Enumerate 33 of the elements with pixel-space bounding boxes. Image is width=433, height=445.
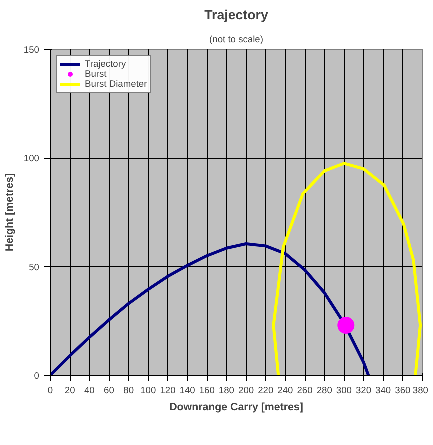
x-tick-label: 280 <box>316 386 332 396</box>
y-tick-label: 100 <box>24 154 40 164</box>
x-tick-label: 320 <box>356 386 372 396</box>
x-tick-label: 340 <box>376 386 392 396</box>
x-tick-label: 300 <box>336 386 352 396</box>
x-tick-label: 20 <box>64 386 76 396</box>
line-series <box>50 242 370 376</box>
x-tick-label: 40 <box>84 386 95 396</box>
x-tick-label: 160 <box>199 386 215 396</box>
legend-label: Burst Diameter <box>85 79 148 89</box>
chart-subtitle: (not to scale) <box>210 34 264 44</box>
legend-label: Trajectory <box>85 59 126 69</box>
y-tick-label: 150 <box>24 45 40 55</box>
x-tick-label: 0 <box>48 386 54 396</box>
y-tick-label: 50 <box>29 262 40 272</box>
line-series <box>272 162 422 376</box>
x-tick-label: 60 <box>104 386 114 396</box>
x-tick-label: 240 <box>278 386 294 396</box>
legend-label: Burst <box>85 69 107 79</box>
x-tick-label: 220 <box>258 386 274 396</box>
x-tick-label: 100 <box>140 386 156 396</box>
x-tick-label: 180 <box>218 386 235 396</box>
x-tick-label: 80 <box>124 386 134 396</box>
y-tick-label: 0 <box>34 371 40 381</box>
x-tick-label: 360 <box>395 386 411 396</box>
y-axis-title: Height [metres] <box>4 173 16 252</box>
x-tick-label: 260 <box>297 386 313 396</box>
chart-title: Trajectory <box>204 8 269 22</box>
x-tick-label: 140 <box>180 386 196 396</box>
x-axis-title: Downrange Carry [metres] <box>170 402 304 414</box>
x-tick-label: 200 <box>238 386 254 396</box>
x-tick-label: 120 <box>160 386 176 396</box>
x-tick-label: 380 <box>412 386 429 396</box>
